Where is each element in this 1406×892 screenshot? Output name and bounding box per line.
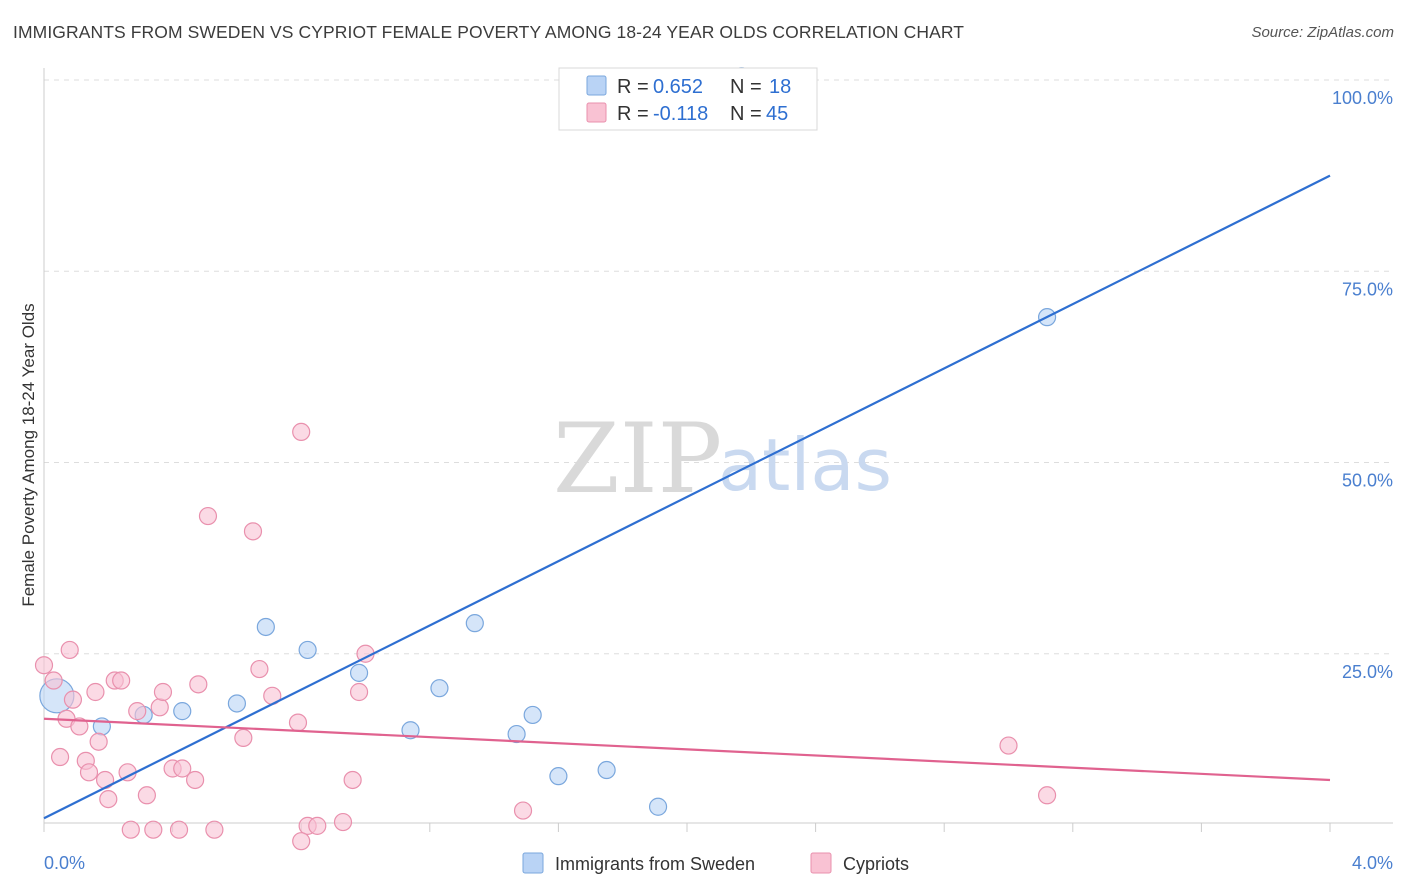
series-legend: Immigrants from Sweden Cypriots: [522, 852, 909, 874]
point-cyprus: [60, 640, 79, 660]
watermark-atlas: atlas: [718, 423, 892, 507]
y-tick-label-50: 50.0%: [1342, 471, 1393, 491]
data-points: [34, 67, 1057, 851]
trend-line-sweden: [43, 174, 1331, 820]
point-sweden: [298, 640, 317, 660]
point-cyprus: [70, 717, 89, 736]
x-tick-label-min: 0.0%: [44, 853, 85, 873]
series-legend-label-cyprus: Cypriots: [843, 854, 909, 874]
point-cyprus: [169, 820, 189, 839]
point-sweden: [648, 797, 668, 816]
point-cyprus: [349, 682, 369, 702]
legend-n-label-cyprus: N =: [730, 103, 762, 125]
point-sweden: [349, 663, 369, 682]
chart-title: IMMIGRANTS FROM SWEDEN VS CYPRIOT FEMALE…: [13, 22, 965, 42]
x-tick-label-max: 4.0%: [1352, 853, 1393, 873]
point-cyprus: [50, 747, 70, 767]
legend-n-label-sweden: N =: [730, 76, 762, 98]
point-cyprus: [34, 656, 54, 675]
point-cyprus: [288, 713, 308, 732]
series-legend-label-sweden: Immigrants from Sweden: [555, 854, 755, 874]
point-sweden: [549, 767, 568, 786]
point-cyprus: [333, 812, 353, 832]
point-cyprus: [79, 763, 99, 782]
y-tick-label-100: 100.0%: [1332, 88, 1393, 108]
point-sweden: [173, 702, 192, 721]
y-tick-label-75: 75.0%: [1342, 279, 1393, 299]
legend-n-value-sweden: 18: [769, 76, 791, 98]
point-cyprus: [343, 770, 362, 790]
point-cyprus: [198, 506, 218, 526]
legend-r-value-cyprus: -0.118: [653, 103, 708, 125]
point-cyprus: [144, 820, 163, 839]
grid-lines: [44, 79, 1393, 655]
point-cyprus: [234, 728, 253, 748]
point-sweden: [465, 614, 484, 633]
point-cyprus: [86, 682, 105, 702]
point-sweden: [597, 760, 616, 780]
watermark: ZIP atlas: [553, 403, 892, 515]
chart-source: Source: ZipAtlas.com: [1251, 24, 1394, 41]
y-tick-label-25: 25.0%: [1342, 662, 1393, 682]
point-cyprus: [121, 820, 140, 839]
point-cyprus: [1037, 786, 1057, 805]
point-cyprus: [999, 736, 1018, 755]
legend-r-label-sweden: R =: [617, 76, 649, 98]
point-cyprus: [44, 671, 63, 690]
point-cyprus: [137, 786, 156, 805]
legend-r-label-cyprus: R =: [617, 103, 649, 125]
legend-r-value-sweden: 0.652: [653, 76, 703, 98]
point-cyprus: [89, 732, 108, 751]
legend-swatch-cyprus: [586, 102, 607, 123]
x-tick-labels: 0.0% 4.0%: [44, 853, 1393, 873]
point-cyprus: [513, 801, 533, 820]
point-sweden: [401, 721, 420, 740]
point-cyprus: [250, 659, 269, 679]
legend-n-value-cyprus: 45: [766, 103, 788, 125]
point-cyprus: [189, 675, 208, 694]
point-cyprus: [292, 422, 311, 441]
legend-swatch-sweden: [586, 75, 607, 96]
series-legend-swatch-sweden: [522, 852, 544, 874]
point-sweden: [227, 694, 246, 713]
stats-legend: R = 0.652 N = 18 R = -0.118 N = 45: [558, 67, 818, 131]
point-cyprus: [308, 816, 327, 835]
point-cyprus: [243, 522, 263, 541]
point-cyprus: [63, 690, 83, 709]
point-cyprus: [112, 671, 131, 690]
point-sweden: [523, 705, 542, 725]
y-axis-label: Female Poverty Among 18-24 Year Olds: [19, 303, 38, 606]
point-cyprus: [186, 770, 205, 790]
trend-lines: [43, 174, 1331, 820]
point-cyprus: [292, 832, 311, 851]
point-cyprus: [205, 820, 224, 839]
y-tick-labels: 25.0% 50.0% 75.0% 100.0%: [1332, 88, 1393, 682]
point-cyprus: [150, 698, 169, 717]
watermark-zip: ZIP: [553, 403, 722, 515]
point-sweden: [430, 679, 449, 698]
point-sweden: [507, 724, 526, 744]
point-sweden: [256, 617, 275, 637]
point-cyprus: [99, 789, 118, 809]
point-cyprus: [153, 682, 173, 702]
trend-line-cyprus: [43, 717, 1331, 782]
point-cyprus: [173, 759, 192, 778]
series-legend-swatch-cyprus: [810, 852, 832, 874]
point-cyprus: [128, 702, 147, 721]
